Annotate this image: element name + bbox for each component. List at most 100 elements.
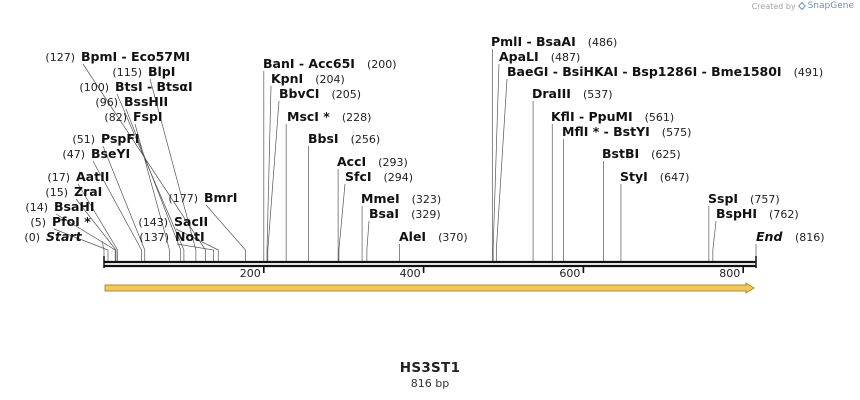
site-position: (293) — [378, 156, 408, 169]
site-leader — [492, 63, 500, 262]
site-position: (82) — [104, 111, 127, 124]
site-position: (370) — [438, 231, 468, 244]
site-position: (561) — [645, 111, 675, 124]
site-label: DraIII (537) — [532, 86, 613, 101]
site-leader — [55, 213, 116, 262]
axis-ticks: 200 400 600 800 — [240, 266, 745, 280]
site-name: MflI * - BstYI — [562, 124, 650, 139]
site-position: (177) — [168, 192, 198, 205]
site-position: (137) — [139, 231, 169, 244]
site-leader — [125, 108, 182, 262]
site-leaders — [53, 49, 757, 262]
site-name: FspI — [133, 109, 163, 124]
site-name: BsaHI — [54, 199, 95, 214]
site-leader — [116, 93, 185, 262]
site-name: MscI * — [287, 109, 330, 124]
site-label: AleI (370) — [399, 229, 468, 244]
site-position: (15) — [45, 186, 68, 199]
site-position: (205) — [331, 88, 361, 101]
site-position: (625) — [651, 148, 681, 161]
site-labels: Start (0) PfoI * (5) BsaHI (14) ZraI (15) AatII (… — [24, 34, 824, 244]
site-label: ApaLI (487) — [499, 49, 580, 64]
site-position: (256) — [351, 133, 381, 146]
site-name: BlpI — [148, 64, 175, 79]
site-position: (51) — [72, 133, 95, 146]
axis-tick-label: 600 — [559, 267, 580, 280]
site-name: BseYI — [91, 146, 130, 161]
site-name: End — [756, 229, 783, 244]
site-name: BssHII — [124, 94, 168, 109]
site-name: KflI - PpuMI — [551, 109, 633, 124]
site-name: SspI — [708, 191, 738, 206]
site-position: (816) — [795, 231, 825, 244]
site-name: PspFI — [101, 131, 140, 146]
site-name: SacII — [174, 214, 208, 229]
site-leader — [205, 204, 246, 262]
site-label: BbsI (256) — [308, 131, 380, 146]
site-leader — [82, 63, 206, 262]
site-label: SspI (757) — [708, 191, 780, 206]
site-position: (115) — [112, 66, 142, 79]
site-label: AatII (17) — [47, 169, 109, 184]
site-label: BssHII (96) — [95, 94, 168, 109]
site-name: BtsI - BtsαI — [115, 79, 193, 94]
site-label: FspI (82) — [104, 109, 162, 124]
site-leader — [266, 85, 272, 262]
site-position: (200) — [367, 58, 397, 71]
site-name: NotI — [175, 229, 205, 244]
site-position: (323) — [412, 193, 442, 206]
site-position: (14) — [25, 201, 48, 214]
snapgene-logo-icon — [797, 2, 806, 10]
site-label: BpmI - Eco57MI (127) — [45, 49, 190, 64]
site-name: BstBI — [602, 146, 639, 161]
site-label: BbvCI (205) — [279, 86, 361, 101]
site-leader — [102, 145, 146, 262]
site-label: SfcI (294) — [345, 169, 413, 184]
branding-name: SnapGene — [807, 1, 854, 11]
site-position: (100) — [79, 81, 109, 94]
site-leader — [175, 228, 219, 262]
site-position: (757) — [750, 193, 780, 206]
site-label: KflI - PpuMI (561) — [551, 109, 674, 124]
site-label: BanI - Acc65I (200) — [263, 56, 397, 71]
site-label: PspFI (51) — [72, 131, 139, 146]
site-name: AccI — [337, 154, 366, 169]
site-leader — [134, 123, 170, 262]
site-name: StyI — [620, 169, 648, 184]
site-position: (0) — [24, 231, 40, 244]
site-name: BbvCI — [279, 86, 319, 101]
site-label: ZraI (15) — [45, 184, 102, 199]
site-label: MmeI (323) — [361, 191, 441, 206]
site-label: BmrI (177) — [168, 190, 237, 205]
feature-arrow — [104, 282, 755, 294]
site-position: (5) — [30, 216, 46, 229]
site-label: BstBI (625) — [602, 146, 681, 161]
site-label: BseYI (47) — [62, 146, 130, 161]
sequence-length: 816 bp — [410, 377, 450, 390]
sequence-title-block: HS3ST1 816 bp — [0, 360, 860, 390]
site-label: BlpI (115) — [112, 64, 175, 79]
site-label: BsaI (329) — [369, 206, 441, 221]
site-label: PfoI * (5) — [30, 214, 91, 229]
axis-tick-label: 400 — [400, 267, 421, 280]
site-label: End (816) — [756, 229, 825, 244]
site-position: (491) — [794, 66, 824, 79]
site-position: (537) — [583, 88, 613, 101]
branding-prefix: Created by — [751, 1, 796, 11]
site-name: BsaI — [369, 206, 399, 221]
site-name: AleI — [399, 229, 426, 244]
feature-arrow-shape — [104, 282, 755, 294]
site-leader — [77, 183, 118, 262]
site-name: ApaLI — [499, 49, 539, 64]
site-name: BpmI - Eco57MI — [81, 49, 190, 64]
site-name: BspHI — [716, 206, 757, 221]
site-position: (228) — [342, 111, 372, 124]
site-name: BaeGI - BsiHKAI - Bsp1286I - Bme1580I — [507, 64, 782, 79]
site-position: (487) — [551, 51, 581, 64]
sequence-name: HS3ST1 — [399, 360, 461, 376]
site-label: MscI * (228) — [287, 109, 371, 124]
site-label: PmlI - BsaAI (486) — [491, 34, 617, 49]
site-label: StyI (647) — [620, 169, 689, 184]
site-label: BtsI - BtsαI (100) — [79, 79, 192, 94]
